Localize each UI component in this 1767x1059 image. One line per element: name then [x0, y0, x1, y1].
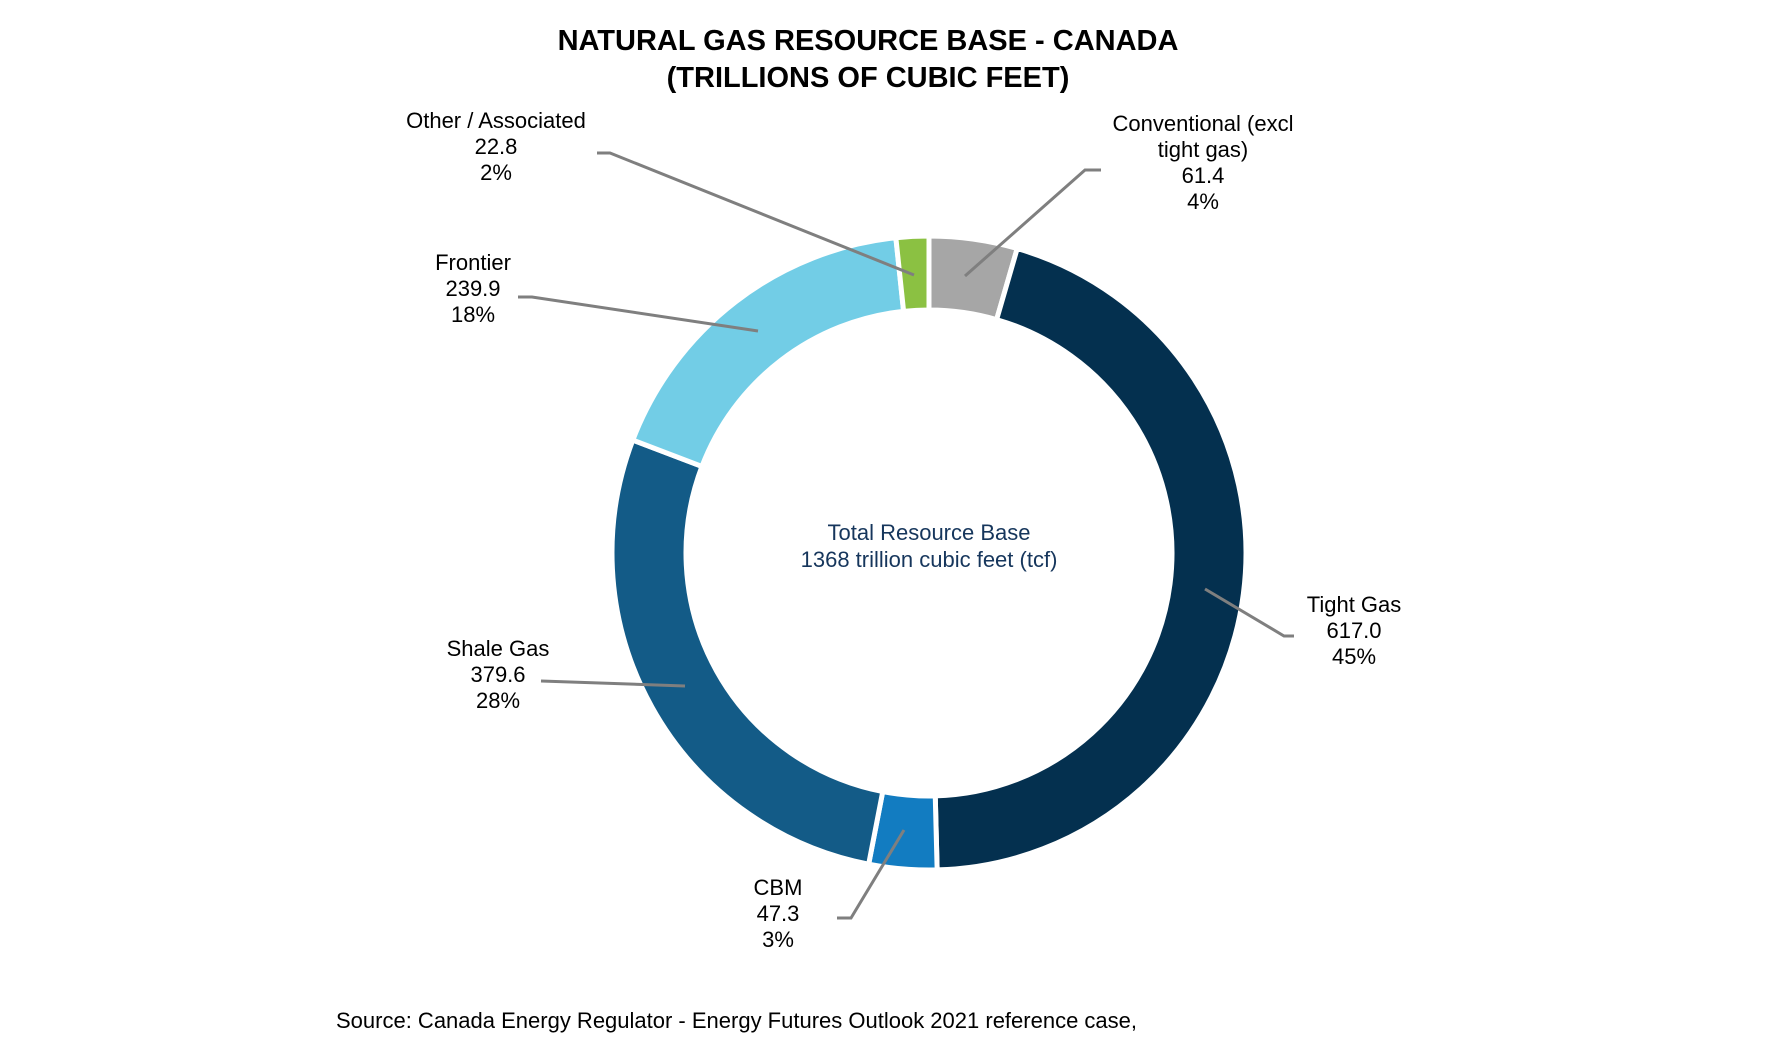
center-label-line2: 1368 trillion cubic feet (tcf): [801, 547, 1058, 572]
chart-subtitle: (TRILLIONS OF CUBIC FEET): [667, 62, 1070, 94]
leader-line-frontier: [518, 295, 759, 333]
chart-title: NATURAL GAS RESOURCE BASE - CANADA: [558, 25, 1179, 57]
leader-line-other-associated: [597, 151, 915, 277]
center-label: Total Resource Base 1368 trillion cubic …: [801, 520, 1058, 572]
source-note: Source: Canada Energy Regulator - Energy…: [336, 1008, 1137, 1033]
data-label-conventional-excl-tight-gas: Conventional (excl tight gas) 61.4 4%: [1113, 111, 1294, 214]
leader-line-cbm: [837, 829, 906, 920]
data-label-tight-gas: Tight Gas 617.0 45%: [1307, 592, 1402, 669]
slice-tight-gas: [932, 245, 1249, 873]
slice-frontier: [629, 234, 907, 470]
leader-line-conventional-excl-tight-gas: [964, 168, 1101, 278]
leader-lines: [518, 151, 1294, 920]
data-label-other-associated: Other / Associated 22.8 2%: [406, 108, 586, 185]
leader-line-shale-gas: [540, 679, 686, 688]
slice-shale-gas: [609, 436, 886, 868]
leader-line-tight-gas: [1204, 587, 1294, 638]
slice-labels: Conventional (excl tight gas) 61.4 4% Tight …: [406, 108, 1401, 952]
center-label-line1: Total Resource Base: [828, 520, 1031, 545]
data-label-cbm: CBM 47.3 3%: [754, 875, 803, 952]
data-label-frontier: Frontier 239.9 18%: [435, 250, 511, 327]
slices-layer: [609, 233, 1249, 873]
data-label-shale-gas: Shale Gas 379.6 28%: [447, 636, 550, 713]
